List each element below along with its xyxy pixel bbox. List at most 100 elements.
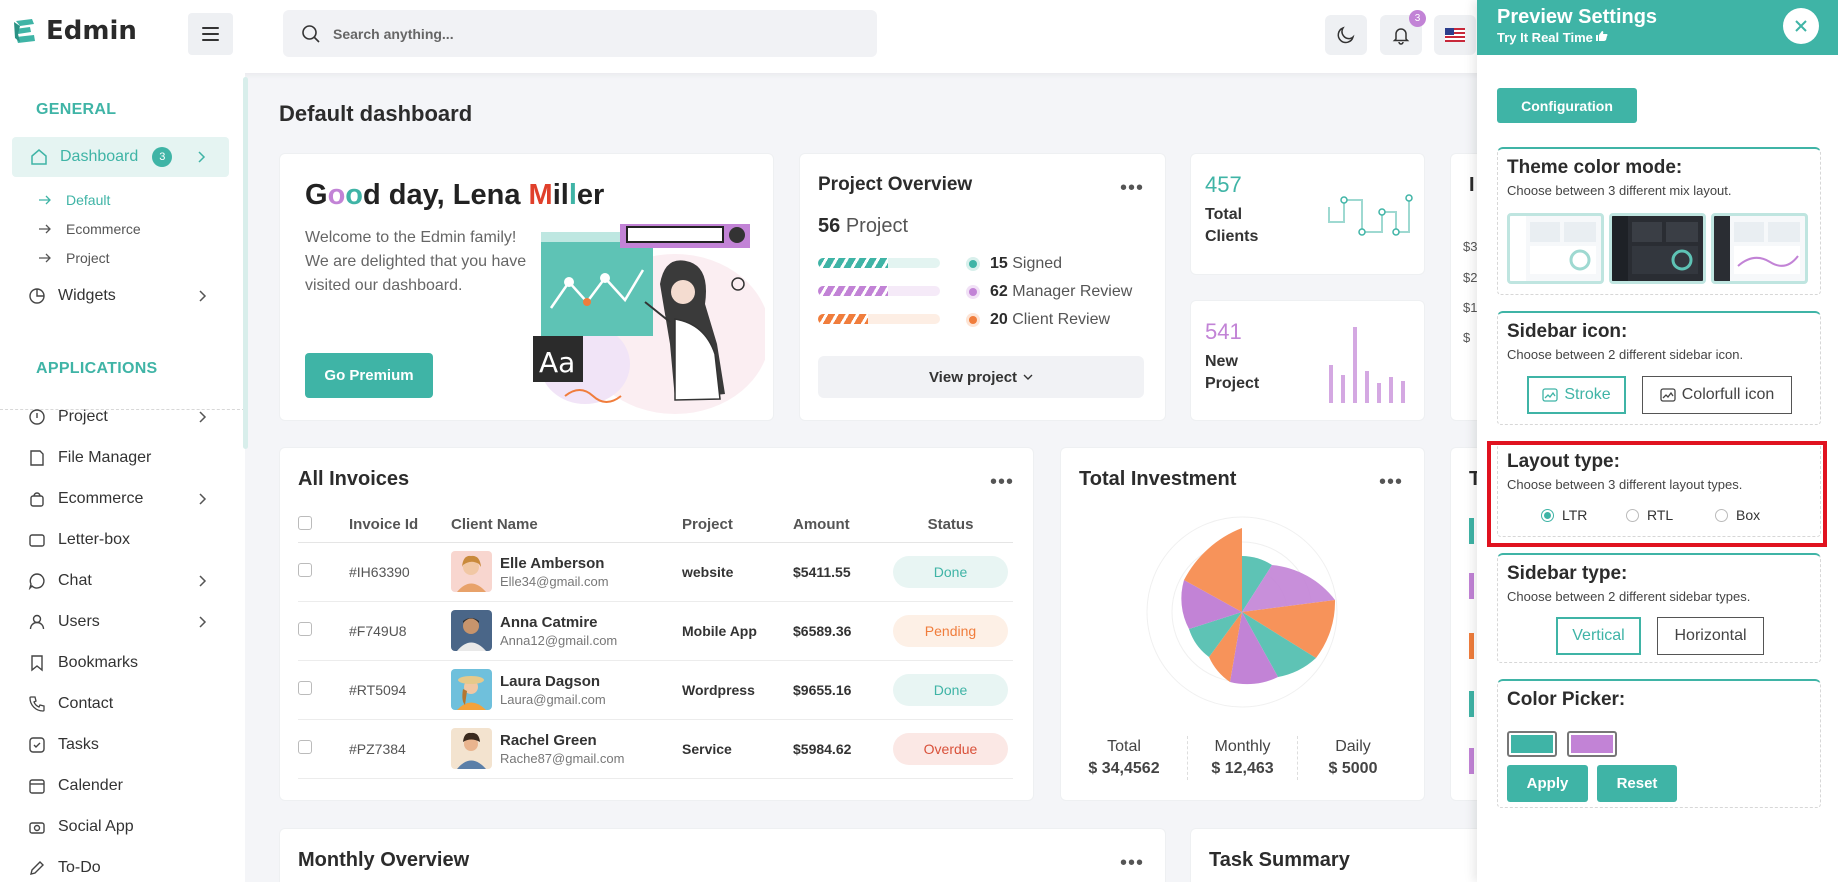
- chevron-right-icon: [199, 575, 207, 587]
- layout-ltr-radio[interactable]: LTR: [1541, 507, 1587, 523]
- panel-title: Preview Settings: [1497, 6, 1658, 28]
- edmin-logo-icon: [14, 19, 35, 43]
- layout-box-radio[interactable]: Box: [1715, 507, 1760, 523]
- sidebar-item-contact[interactable]: Contact: [28, 690, 208, 718]
- status-badge: Done: [893, 555, 1008, 588]
- row-checkbox[interactable]: [298, 740, 312, 754]
- language-button[interactable]: [1434, 15, 1476, 55]
- table-row[interactable]: #F749U8 Anna Catmire Anna12@gmail.com Mob…: [298, 601, 1013, 661]
- legend-client-review: 20 Client Review: [966, 311, 1110, 329]
- search-icon: [302, 24, 320, 43]
- sidebar-item-calender[interactable]: Calender: [28, 772, 208, 800]
- stat-monthly: Monthly $ 12,463: [1188, 736, 1298, 780]
- primary-color-swatch[interactable]: [1507, 731, 1557, 757]
- phone-icon: [29, 696, 45, 712]
- camera-icon: [29, 822, 45, 834]
- sidebar-icon-colorfull-button[interactable]: Colorfull icon: [1642, 376, 1792, 414]
- new-project-number: 541: [1205, 319, 1242, 344]
- table-row[interactable]: #PZ7384 Rachel Green Rache87@gmail.com Se…: [298, 719, 1013, 779]
- avatar: [451, 610, 492, 651]
- sidebar-sub-default[interactable]: Default: [38, 192, 110, 208]
- select-all-checkbox[interactable]: [298, 515, 312, 530]
- chevron-right-icon: [199, 493, 207, 505]
- view-project-button[interactable]: View project: [818, 356, 1144, 398]
- menu-toggle-button[interactable]: [188, 13, 233, 55]
- color-picker-section: Color Picker: Apply Reset: [1497, 679, 1821, 808]
- table-row[interactable]: #IH63390 Elle Amberson Elle34@gmail.com w…: [298, 542, 1013, 602]
- signed-progress-bar: [818, 258, 940, 268]
- check-square-icon: [29, 737, 45, 753]
- apply-button[interactable]: Apply: [1507, 765, 1588, 802]
- theme-mix-option[interactable]: [1711, 213, 1808, 284]
- page-title: Default dashboard: [279, 101, 473, 126]
- project-overview-card: Project Overview ••• 56 Project 15 Signe…: [799, 153, 1166, 421]
- project-count: 56 Project: [818, 215, 909, 237]
- image-icon: [1660, 388, 1676, 402]
- sidebar-item-chat[interactable]: Chat: [28, 567, 208, 595]
- total-investment-card: Total Investment ••• Total $ 34,4562 Mont…: [1060, 447, 1425, 801]
- welcome-illustration: Aa: [533, 224, 765, 414]
- sidebar-item-tasks[interactable]: Tasks: [28, 731, 208, 759]
- row-checkbox[interactable]: [298, 622, 312, 636]
- sidebar-type-horizontal-button[interactable]: Horizontal: [1657, 617, 1764, 655]
- investment-stats: Total $ 34,4562 Monthly $ 12,463 Daily $ 50…: [1061, 736, 1426, 780]
- more-options-icon[interactable]: •••: [1120, 177, 1145, 199]
- row-checkbox[interactable]: [298, 563, 312, 577]
- sidebar-item-bookmarks[interactable]: Bookmarks: [28, 649, 208, 677]
- hamburger-icon: [202, 27, 219, 29]
- go-premium-button[interactable]: Go Premium: [305, 353, 433, 398]
- panel-subtitle: Try It Real Time: [1497, 30, 1609, 45]
- sidebar-item-social-app[interactable]: Social App: [28, 813, 208, 841]
- total-clients-number: 457: [1205, 172, 1242, 197]
- info-circle-icon: [29, 409, 45, 425]
- sidebar-item-users[interactable]: Users: [28, 608, 208, 636]
- search-bar[interactable]: [283, 10, 877, 57]
- more-options-icon[interactable]: •••: [1379, 471, 1404, 493]
- sidebar-sub-ecommerce[interactable]: Ecommerce: [38, 221, 141, 237]
- table-row[interactable]: #RT5094 Laura Dagson Laura@gmail.com Word…: [298, 660, 1013, 720]
- sidebar-item-letter-box[interactable]: Letter-box: [28, 526, 208, 554]
- more-options-icon[interactable]: •••: [990, 471, 1015, 493]
- bookmark-icon: [31, 655, 43, 672]
- card-title: Monthly Overview: [298, 849, 470, 871]
- welcome-greeting: Good day, Lena Miller: [305, 179, 605, 211]
- close-panel-button[interactable]: [1783, 8, 1819, 44]
- search-input[interactable]: [333, 25, 813, 42]
- configuration-button[interactable]: Configuration: [1497, 88, 1637, 123]
- theme-dark-option[interactable]: [1609, 213, 1706, 284]
- sidebar-item-to-do[interactable]: To-Do: [28, 854, 208, 882]
- dark-mode-button[interactable]: [1325, 15, 1367, 55]
- sidebar-type-vertical-button[interactable]: Vertical: [1556, 617, 1641, 655]
- more-options-icon[interactable]: •••: [1120, 852, 1145, 874]
- file-icon: [30, 450, 44, 466]
- layout-rtl-radio[interactable]: RTL: [1626, 507, 1673, 523]
- secondary-color-swatch[interactable]: [1567, 731, 1617, 757]
- sidebar-sub-project[interactable]: Project: [38, 250, 110, 266]
- logo[interactable]: Edmin: [12, 16, 137, 46]
- sidebar-scrollbar[interactable]: [243, 77, 248, 449]
- reset-button[interactable]: Reset: [1597, 765, 1677, 802]
- shopping-bag-icon: [30, 492, 44, 507]
- notification-button[interactable]: 3: [1380, 10, 1426, 55]
- sidebar-item-file-manager[interactable]: File Manager: [28, 444, 208, 472]
- sidebar-item-label: Dashboard: [60, 148, 139, 165]
- notification-badge: 3: [1409, 10, 1426, 27]
- sidebar-item-dashboard[interactable]: Dashboard 3: [12, 137, 229, 177]
- layout-type-highlight: [1487, 441, 1827, 547]
- user-icon: [29, 614, 45, 630]
- legend-signed: 15 Signed: [966, 255, 1062, 273]
- status-badge: Done: [893, 673, 1008, 706]
- avatar: [451, 728, 492, 769]
- edit-icon: [30, 861, 44, 875]
- home-icon: [31, 149, 47, 165]
- row-checkbox[interactable]: [298, 681, 312, 695]
- sidebar-type-section: Sidebar type: Choose between 2 different…: [1497, 553, 1821, 663]
- chevron-down-icon: [1023, 374, 1033, 380]
- sidebar-item-ecommerce[interactable]: Ecommerce: [28, 485, 208, 513]
- sidebar-item-widgets[interactable]: Widgets: [28, 282, 208, 310]
- sidebar-item-project[interactable]: Project: [28, 403, 208, 431]
- new-project-card: 541 New Project: [1190, 300, 1425, 421]
- theme-light-option[interactable]: [1507, 213, 1604, 284]
- sidebar-icon-stroke-button[interactable]: Stroke: [1527, 376, 1626, 414]
- thumbs-up-icon: [1595, 31, 1608, 41]
